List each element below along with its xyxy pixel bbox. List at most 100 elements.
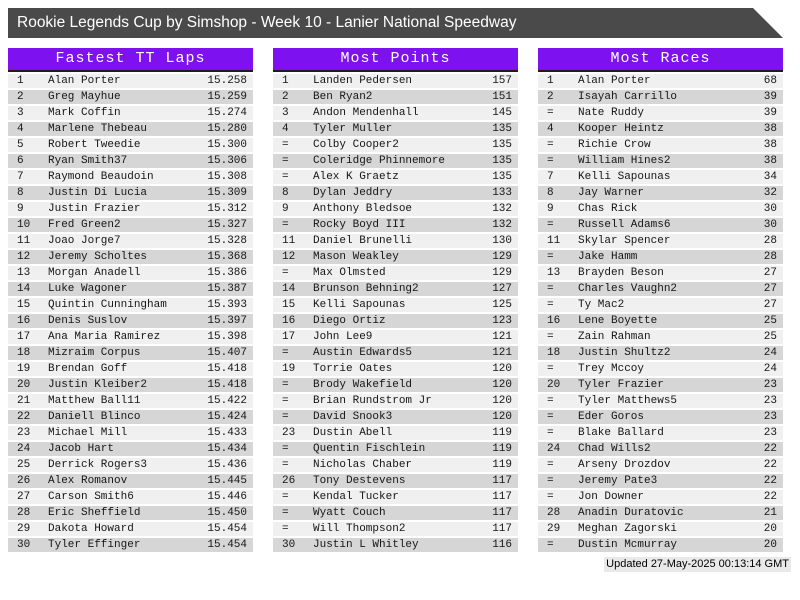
value-cell: 135	[492, 171, 512, 183]
value-cell: 15.397	[207, 315, 247, 327]
rank-cell: 18	[17, 347, 31, 359]
table-row: 20 Tyler Frazier 23	[538, 378, 783, 392]
rank-cell: 17	[282, 331, 296, 343]
rank-cell: =	[547, 139, 554, 151]
rank-cell: =	[547, 539, 554, 551]
value-cell: 151	[492, 91, 512, 103]
table-row: 20 Justin Kleiber2 15.418	[8, 378, 253, 392]
value-cell: 157	[492, 75, 512, 87]
panel-title: Fastest TT Laps	[8, 48, 253, 72]
value-cell: 129	[492, 267, 512, 279]
panel-title: Most Points	[273, 48, 518, 72]
rank-cell: =	[547, 283, 554, 295]
rank-cell: 28	[547, 507, 561, 519]
table-row: 24 Chad Wills2 22	[538, 442, 783, 456]
value-cell: 15.407	[207, 347, 247, 359]
table-row: 16 Diego Ortiz 123	[273, 314, 518, 328]
rank-cell: 9	[17, 203, 24, 215]
table-row: = Dustin Mcmurray 20	[538, 538, 783, 552]
table-row: 30 Justin L Whitley 116	[273, 538, 518, 552]
value-cell: 117	[492, 523, 512, 535]
table-row: = William Hines2 38	[538, 154, 783, 168]
rank-cell: =	[547, 427, 554, 439]
driver-name: Alex K Graetz	[313, 171, 399, 183]
value-cell: 15.308	[207, 171, 247, 183]
table-row: 9 Chas Rick 30	[538, 202, 783, 216]
table-row: 12 Mason Weakley 129	[273, 250, 518, 264]
driver-name: Wyatt Couch	[313, 507, 386, 519]
rank-cell: 5	[17, 139, 24, 151]
rank-cell: =	[547, 363, 554, 375]
driver-name: Alex Romanov	[48, 475, 128, 487]
driver-name: Nate Ruddy	[578, 107, 645, 119]
driver-name: Charles Vaughn2	[578, 283, 678, 295]
rank-cell: 29	[17, 523, 31, 535]
value-cell: 20	[763, 523, 777, 535]
table-row: = Jon Downer 22	[538, 490, 783, 504]
value-cell: 15.450	[207, 507, 247, 519]
rank-cell: =	[282, 395, 289, 407]
rank-cell: 8	[282, 187, 289, 199]
driver-name: Colby Cooper2	[313, 139, 399, 151]
driver-name: Nicholas Chaber	[313, 459, 413, 471]
driver-name: Matthew Ball11	[48, 395, 141, 407]
value-cell: 30	[763, 219, 777, 231]
table-row: = Jake Hamm 28	[538, 250, 783, 264]
value-cell: 117	[492, 507, 512, 519]
value-cell: 22	[763, 491, 777, 503]
driver-name: Brian Rundstrom Jr	[313, 395, 432, 407]
value-cell: 28	[763, 235, 777, 247]
driver-name: Michael Mill	[48, 427, 128, 439]
rank-cell: =	[282, 139, 289, 151]
table-row: = Trey Mccoy 24	[538, 362, 783, 376]
driver-name: Quintin Cunningham	[48, 299, 167, 311]
table-row: 3 Andon Mendenhall 145	[273, 106, 518, 120]
value-cell: 135	[492, 139, 512, 151]
table-row: 19 Brendan Goff 15.418	[8, 362, 253, 376]
rank-cell: 15	[17, 299, 31, 311]
value-cell: 32	[763, 187, 777, 199]
value-cell: 22	[763, 443, 777, 455]
table-row: 23 Dustin Abell 119	[273, 426, 518, 440]
driver-name: Kelli Sapounas	[578, 171, 671, 183]
value-cell: 15.436	[207, 459, 247, 471]
driver-name: Justin L Whitley	[313, 539, 419, 551]
rank-cell: 9	[547, 203, 554, 215]
table-row: 26 Alex Romanov 15.445	[8, 474, 253, 488]
driver-name: Richie Crow	[578, 139, 651, 151]
table-row: 18 Mizraim Corpus 15.407	[8, 346, 253, 360]
driver-name: Tyler Frazier	[578, 379, 664, 391]
table-row: 4 Kooper Heintz 38	[538, 122, 783, 136]
rank-cell: 2	[282, 91, 289, 103]
value-cell: 120	[492, 363, 512, 375]
driver-name: Jeremy Pate3	[578, 475, 658, 487]
rank-cell: 14	[282, 283, 296, 295]
value-cell: 15.445	[207, 475, 247, 487]
rank-cell: 4	[547, 123, 554, 135]
rank-cell: 26	[17, 475, 31, 487]
table-row: 14 Brunson Behning2 127	[273, 282, 518, 296]
table-row: 9 Justin Frazier 15.312	[8, 202, 253, 216]
value-cell: 38	[763, 139, 777, 151]
table-row: = Wyatt Couch 117	[273, 506, 518, 520]
value-cell: 15.386	[207, 267, 247, 279]
value-cell: 145	[492, 107, 512, 119]
value-cell: 23	[763, 427, 777, 439]
value-cell: 121	[492, 331, 512, 343]
table-row: 26 Tony Destevens 117	[273, 474, 518, 488]
value-cell: 23	[763, 395, 777, 407]
rank-cell: 24	[547, 443, 561, 455]
rank-cell: =	[282, 411, 289, 423]
driver-name: Russell Adams6	[578, 219, 671, 231]
driver-name: Skylar Spencer	[578, 235, 671, 247]
value-cell: 39	[763, 91, 777, 103]
rank-cell: 2	[547, 91, 554, 103]
rank-cell: 10	[17, 219, 31, 231]
value-cell: 135	[492, 123, 512, 135]
rank-cell: =	[547, 155, 554, 167]
table-row: 24 Jacob Hart 15.434	[8, 442, 253, 456]
value-cell: 132	[492, 203, 512, 215]
rank-cell: 30	[282, 539, 296, 551]
driver-name: Jon Downer	[578, 491, 645, 503]
value-cell: 123	[492, 315, 512, 327]
